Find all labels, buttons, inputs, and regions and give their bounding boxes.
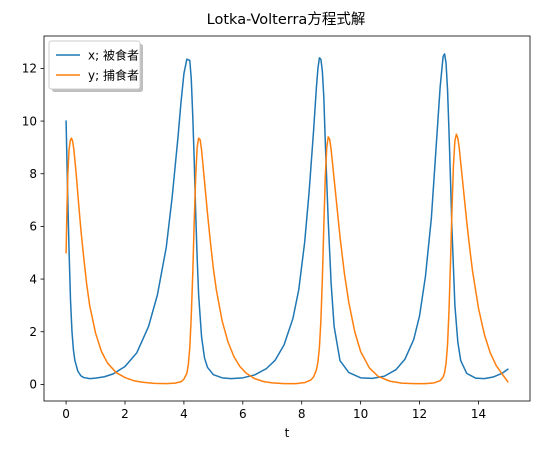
legend-label-x: x; 被食者 (88, 47, 139, 62)
series-line-y (65, 133, 509, 385)
x-tick-label: 12 (412, 407, 427, 421)
x-tick-label: 4 (180, 407, 188, 421)
plot-frame (43, 35, 531, 402)
legend-box (48, 40, 141, 90)
x-axis-ticks: 0 2 4 6 8 10 12 14 (62, 401, 486, 421)
y-tick-label: 12 (22, 62, 37, 76)
y-tick-label: 0 (29, 378, 37, 392)
y-tick-label: 8 (29, 167, 37, 181)
x-tick-label: 2 (121, 407, 129, 421)
y-tick-label: 4 (29, 272, 37, 286)
legend: x; 被食者 y; 捕食者 (48, 40, 143, 92)
x-tick-label: 8 (298, 407, 306, 421)
y-axis-ticks: 0 2 4 6 8 10 12 (22, 62, 44, 392)
x-tick-label: 10 (353, 407, 368, 421)
x-axis-label: t (285, 426, 290, 440)
y-tick-label: 10 (22, 114, 37, 128)
x-tick-label: 0 (62, 407, 70, 421)
series-line-x (65, 53, 509, 380)
chart-title: Lotka-Volterra方程式解 (207, 11, 366, 28)
y-tick-label: 6 (29, 220, 37, 234)
y-tick-label: 2 (29, 325, 37, 339)
x-tick-label: 14 (471, 407, 486, 421)
x-tick-label: 6 (239, 407, 247, 421)
series-layer (65, 53, 509, 385)
legend-label-y: y; 捕食者 (88, 67, 139, 82)
plot-area (44, 36, 530, 401)
